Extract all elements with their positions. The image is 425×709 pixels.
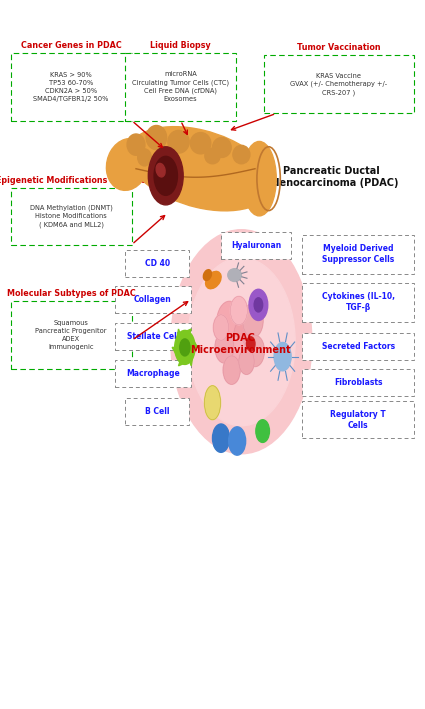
Text: CD 40: CD 40 — [144, 259, 170, 267]
Bar — [221, 232, 291, 259]
Circle shape — [229, 427, 246, 455]
Bar — [302, 283, 414, 322]
Text: Hyaluronan: Hyaluronan — [231, 241, 281, 250]
Bar — [264, 55, 414, 113]
Ellipse shape — [148, 147, 183, 205]
Text: Cancer Genes in PDAC: Cancer Genes in PDAC — [21, 41, 122, 50]
Bar — [115, 360, 191, 387]
Text: B Cell: B Cell — [145, 408, 170, 416]
Bar — [115, 323, 191, 350]
Text: Molecular Subtypes of PDAC: Molecular Subtypes of PDAC — [7, 289, 136, 298]
Ellipse shape — [228, 269, 241, 281]
Ellipse shape — [171, 230, 312, 454]
Bar — [11, 188, 132, 245]
Text: Cytokines (IL-10,
TGF-β: Cytokines (IL-10, TGF-β — [322, 292, 394, 313]
Ellipse shape — [190, 133, 211, 154]
Text: PDAC
Microenvironment: PDAC Microenvironment — [190, 333, 290, 354]
Text: Epigenetic Modifications in PDAC: Epigenetic Modifications in PDAC — [0, 176, 146, 185]
Text: Myeloid Derived
Suppressor Cells: Myeloid Derived Suppressor Cells — [322, 244, 394, 264]
Bar — [302, 369, 414, 396]
Circle shape — [225, 337, 246, 372]
Ellipse shape — [205, 148, 220, 164]
Text: Collagen: Collagen — [134, 296, 172, 304]
Ellipse shape — [146, 125, 167, 150]
Bar — [302, 333, 414, 360]
Text: Liquid Biopsy: Liquid Biopsy — [150, 41, 211, 50]
Circle shape — [246, 335, 264, 367]
Bar — [125, 398, 189, 425]
Text: Regulatory T
Cells: Regulatory T Cells — [330, 410, 386, 430]
Circle shape — [180, 339, 190, 356]
Text: KRAS > 90%
TP53 60-70%
CDKN2A > 50%
SMAD4/TGFBR1/2 50%: KRAS > 90% TP53 60-70% CDKN2A > 50% SMAD… — [34, 72, 109, 102]
Ellipse shape — [138, 149, 151, 166]
Text: KRAS Vaccine
GVAX (+/- Chemotherapy +/-
CRS-207 ): KRAS Vaccine GVAX (+/- Chemotherapy +/- … — [290, 73, 388, 96]
Text: Secreted Factors: Secreted Factors — [321, 342, 395, 351]
Text: microRNA
Circulating Tumor Cells (CTC)
Cell Free DNA (cfDNA)
Exosomes: microRNA Circulating Tumor Cells (CTC) C… — [132, 72, 229, 102]
Ellipse shape — [206, 272, 221, 289]
Ellipse shape — [154, 156, 178, 195]
Circle shape — [249, 289, 268, 320]
Circle shape — [213, 315, 229, 340]
Bar — [11, 301, 132, 369]
Circle shape — [246, 337, 255, 351]
Circle shape — [254, 298, 263, 312]
Polygon shape — [185, 340, 198, 347]
Text: Macrophage: Macrophage — [126, 369, 180, 378]
Ellipse shape — [212, 138, 231, 157]
Bar — [11, 53, 132, 121]
Ellipse shape — [128, 127, 272, 211]
Ellipse shape — [233, 145, 250, 164]
Polygon shape — [185, 329, 191, 347]
Circle shape — [175, 330, 195, 364]
Ellipse shape — [127, 134, 145, 155]
Text: DNA Methylation (DNMT)
Histone Modifications
( KDM6A and MLL2): DNA Methylation (DNMT) Histone Modificat… — [30, 205, 113, 228]
Polygon shape — [172, 347, 185, 355]
Ellipse shape — [168, 130, 189, 153]
Circle shape — [230, 296, 247, 325]
Circle shape — [215, 332, 234, 363]
Bar — [302, 401, 414, 438]
Circle shape — [234, 317, 258, 357]
Ellipse shape — [203, 269, 212, 281]
Circle shape — [239, 349, 254, 374]
Circle shape — [217, 301, 242, 344]
Polygon shape — [178, 347, 185, 366]
Polygon shape — [185, 347, 193, 366]
Bar — [125, 250, 189, 277]
Text: Stellate Cell: Stellate Cell — [127, 333, 179, 341]
Text: Pancreatic Ductal
Adenocarcinoma (PDAC): Pancreatic Ductal Adenocarcinoma (PDAC) — [265, 167, 398, 188]
Text: Tumor Vaccination: Tumor Vaccination — [297, 43, 381, 52]
Ellipse shape — [106, 138, 149, 191]
Ellipse shape — [188, 258, 295, 425]
Text: Squamous
Pancreatic Progenitor
ADEX
Immunogenic: Squamous Pancreatic Progenitor ADEX Immu… — [35, 320, 107, 350]
Circle shape — [212, 424, 230, 452]
Polygon shape — [177, 329, 185, 347]
Ellipse shape — [242, 142, 276, 216]
Ellipse shape — [156, 163, 165, 177]
Circle shape — [243, 303, 263, 337]
Bar — [115, 286, 191, 313]
Circle shape — [274, 342, 291, 371]
Circle shape — [223, 356, 240, 384]
Bar — [125, 53, 236, 121]
Ellipse shape — [204, 386, 221, 420]
Text: Fibroblasts: Fibroblasts — [334, 378, 382, 386]
Bar — [302, 235, 414, 274]
Circle shape — [256, 420, 269, 442]
